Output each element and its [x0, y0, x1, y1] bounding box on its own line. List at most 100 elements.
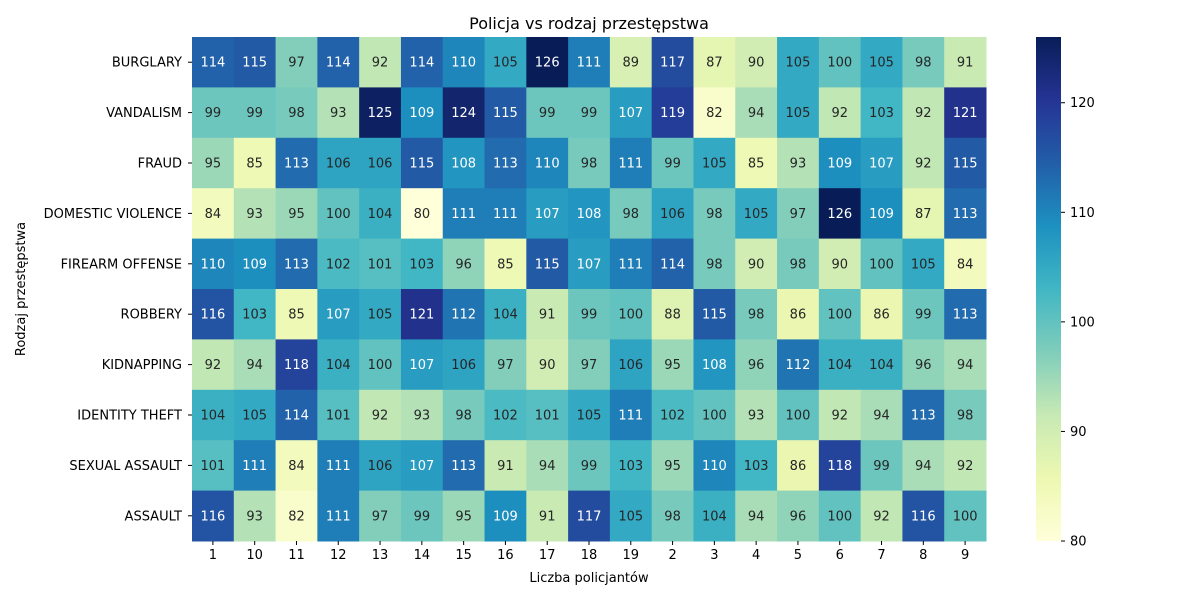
heatmap-cell	[192, 490, 235, 542]
cell-value-label: 104	[200, 409, 225, 424]
heatmap-cell	[317, 289, 360, 340]
cell-value-label: 101	[200, 459, 225, 474]
x-tick-label: 19	[623, 548, 640, 563]
cell-value-label: 116	[200, 308, 225, 323]
heatmap-cell	[442, 37, 486, 88]
heatmap-cell	[400, 37, 444, 88]
heatmap-cell	[693, 238, 736, 290]
heatmap-cell	[944, 389, 987, 441]
x-tick-label: 15	[455, 548, 472, 563]
heatmap-cell	[359, 440, 402, 492]
heatmap-cell	[818, 490, 862, 542]
y-tick-label: KIDNAPPING	[102, 358, 182, 373]
cell-value-label: 114	[660, 257, 685, 272]
heatmap-cell	[359, 389, 402, 441]
heatmap-cell	[400, 389, 444, 441]
cell-value-label: 116	[200, 509, 225, 524]
cell-value-label: 111	[451, 207, 476, 222]
cell-value-label: 106	[451, 358, 476, 373]
cell-value-label: 86	[790, 459, 807, 474]
heatmap-cell	[651, 37, 694, 88]
heatmap-cell	[902, 289, 945, 340]
heatmap-cell	[317, 37, 360, 88]
cell-value-label: 111	[493, 207, 518, 222]
heatmap-cell	[484, 87, 527, 139]
y-tick-label: FIREARM OFFENSE	[61, 257, 182, 272]
cell-value-label: 99	[581, 308, 598, 323]
cell-value-label: 99	[581, 106, 598, 121]
heatmap-cell	[317, 87, 360, 139]
heatmap-cell	[568, 137, 611, 189]
cell-value-label: 82	[288, 509, 305, 524]
cell-value-label: 103	[744, 459, 769, 474]
heatmap-cell	[317, 188, 360, 240]
cell-value-label: 110	[200, 257, 225, 272]
cell-value-label: 106	[368, 459, 393, 474]
heatmap-cell	[317, 339, 360, 391]
cell-value-label: 98	[623, 207, 640, 222]
heatmap-cell	[275, 289, 318, 340]
cell-value-label: 113	[911, 409, 936, 424]
heatmap-cell	[902, 238, 945, 290]
heatmap-cell	[777, 188, 820, 240]
cell-value-label: 109	[493, 509, 518, 524]
colorbar-tick-label: 100	[1070, 315, 1095, 330]
cell-value-label: 105	[786, 106, 811, 121]
cell-value-label: 82	[706, 106, 723, 121]
cell-value-label: 117	[577, 509, 602, 524]
cell-value-label: 114	[409, 56, 434, 71]
cell-value-label: 85	[288, 308, 305, 323]
heatmap-cell	[526, 339, 569, 391]
heatmap-cell	[902, 188, 945, 240]
heatmap-cell	[693, 339, 736, 391]
cell-value-label: 91	[497, 459, 514, 474]
heatmap-cell	[484, 440, 527, 492]
heatmap-cell	[735, 490, 778, 542]
heatmap-cell	[233, 238, 277, 290]
cell-value-label: 100	[953, 509, 978, 524]
cell-value-label: 100	[827, 308, 852, 323]
cell-value-label: 99	[414, 509, 431, 524]
x-axis-label: Liczba policjantów	[529, 571, 649, 586]
heatmap-cell	[568, 289, 611, 340]
heatmap-cell	[693, 490, 736, 542]
cell-value-label: 87	[706, 56, 723, 71]
cell-value-label: 105	[702, 157, 727, 172]
cell-value-label: 104	[869, 358, 894, 373]
heatmap-cell	[442, 238, 486, 290]
heatmap-cell	[400, 137, 444, 189]
heatmap-cell	[484, 188, 527, 240]
cell-value-label: 107	[326, 308, 351, 323]
heatmap-cell	[192, 137, 235, 189]
heatmap-cell	[777, 37, 820, 88]
heatmap-cell	[233, 137, 277, 189]
heatmap-cell	[192, 238, 235, 290]
x-tick-label: 14	[414, 548, 431, 563]
cell-value-label: 108	[451, 157, 476, 172]
heatmap-cell	[317, 389, 360, 441]
heatmap-cell	[944, 490, 987, 542]
cell-value-label: 112	[451, 308, 476, 323]
cell-value-label: 104	[827, 358, 852, 373]
y-axis-ticks: BURGLARY VANDALISM FRAUD DOMESTIC VIOLENCE F…	[44, 56, 192, 524]
heatmap-cell	[275, 389, 318, 441]
heatmap-cell	[651, 188, 694, 240]
heatmap-cell	[442, 440, 486, 492]
cell-value-label: 92	[915, 106, 932, 121]
cell-value-label: 115	[242, 56, 267, 71]
cell-value-label: 114	[284, 409, 309, 424]
heatmap-cell	[860, 440, 903, 492]
cell-value-label: 105	[786, 56, 811, 71]
colorbar-tick-label: 80	[1070, 535, 1087, 550]
heatmap-cell	[609, 339, 653, 391]
cell-value-label: 102	[326, 257, 351, 272]
heatmap-cell	[651, 339, 694, 391]
cell-value-label: 84	[957, 257, 974, 272]
heatmap-cell	[860, 137, 903, 189]
heatmap-cell	[400, 490, 444, 542]
heatmap-cell	[275, 87, 318, 139]
cell-value-label: 92	[372, 56, 389, 71]
heatmap-cell	[860, 87, 903, 139]
cell-value-label: 97	[288, 56, 305, 71]
